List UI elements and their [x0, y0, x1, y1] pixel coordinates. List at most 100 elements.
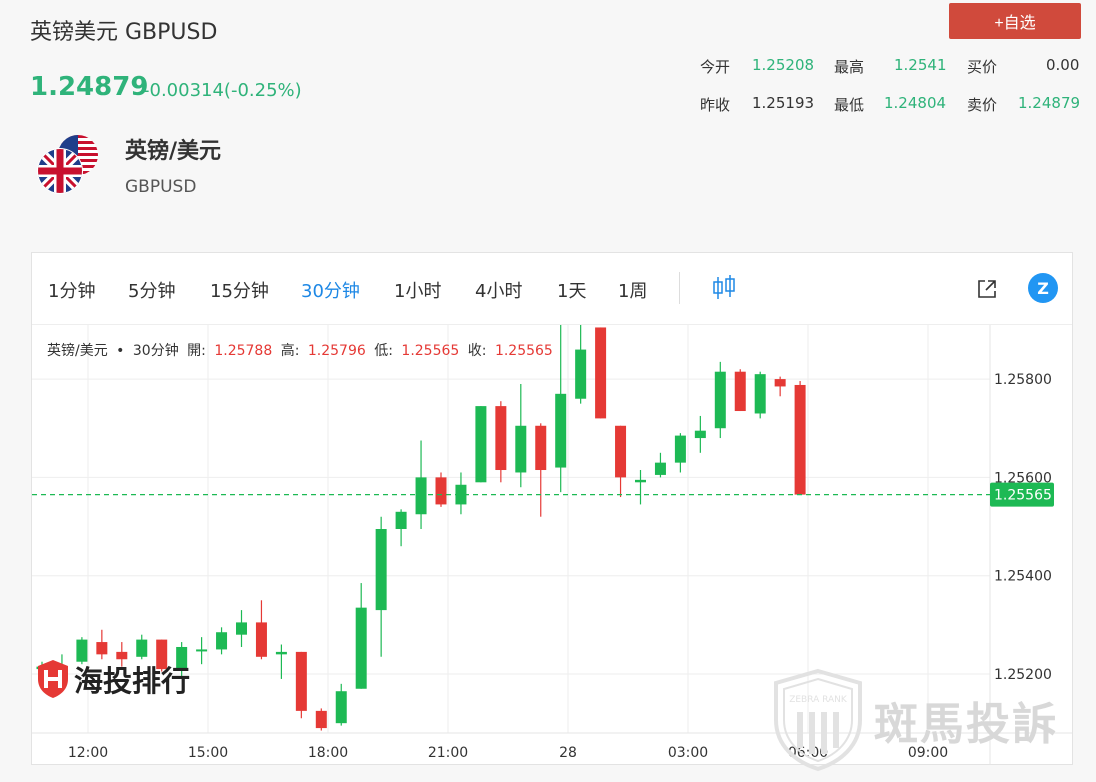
x-tick-label: 09:00: [908, 745, 948, 761]
candle-body: [315, 710, 327, 729]
bid-label: 买价: [967, 58, 998, 76]
candle-body: [275, 651, 287, 655]
tab-5min[interactable]: 5分钟: [128, 281, 176, 302]
x-tick-label: 18:00: [308, 745, 348, 761]
shield-logo-icon: [38, 660, 68, 698]
y-tick-label: 1.25600: [994, 470, 1052, 486]
candle-body: [375, 529, 387, 611]
y-tick-label: 1.25400: [994, 569, 1052, 585]
candle-body: [76, 639, 88, 662]
y-tick-label: 1.25200: [994, 667, 1052, 683]
tab-1hour[interactable]: 1小时: [394, 281, 442, 302]
candle-body: [116, 651, 128, 660]
candle-body: [96, 642, 108, 655]
toolbar-divider: [679, 272, 680, 304]
candle-body: [674, 435, 686, 463]
y-tick-label: 1.25800: [994, 372, 1052, 388]
chart-legend: 英镑/美元 • 30分钟 開: 1.25788 高: 1.25796 低: 1.…: [47, 340, 557, 360]
prev-close-label: 昨收: [700, 96, 731, 114]
gbp-usd-flag-icon: [37, 135, 98, 194]
pair-name: 英镑/美元: [125, 139, 222, 164]
legend-interval: 30分钟: [132, 343, 179, 359]
open-label: 今开: [700, 58, 731, 76]
ask-label: 卖价: [967, 96, 998, 114]
legend-open-label: 開:: [187, 343, 206, 359]
candlestick-type-icon[interactable]: [712, 275, 736, 301]
candle-body: [714, 371, 726, 429]
candle-body: [654, 462, 666, 475]
candle-body: [555, 393, 567, 468]
candle-body: [794, 384, 806, 495]
low-value: 1.24804: [884, 94, 947, 112]
bid-value: 0.00: [1046, 56, 1080, 74]
haitou-watermark: 海投排行: [36, 658, 190, 700]
zebra-badge-text: ZEBRA RANK: [789, 695, 848, 705]
high-label: 最高: [834, 58, 865, 76]
x-tick-label: 03:00: [668, 745, 708, 761]
add-watchlist-button[interactable]: +自选: [949, 3, 1081, 39]
candle-body: [694, 430, 706, 439]
open-value: 1.25208: [752, 56, 815, 74]
candle-body: [295, 651, 307, 711]
legend-open-value: 1.25788: [214, 343, 273, 359]
zebra-shield-icon: ZEBRA RANK: [774, 668, 862, 772]
watermark-text: 海投排行: [74, 664, 191, 698]
candlestick-chart[interactable]: 12:00 15:00 18:00 21:00 28 03:00 06:00 09:001.2…: [32, 325, 1072, 765]
page-title: 英镑美元 GBPUSD: [30, 20, 218, 45]
interval-toolbar: 1分钟 5分钟 15分钟 30分钟 1小时 4小时 1天 1周 Z: [32, 253, 1072, 325]
candle-body: [734, 371, 746, 412]
legend-close-value: 1.25565: [494, 343, 553, 359]
legend-high-label: 高:: [280, 343, 300, 359]
high-value: 1.2541: [894, 56, 947, 74]
last-price-tag-label: 1.25565: [994, 488, 1052, 504]
candle-body: [176, 646, 188, 670]
candle-body: [575, 349, 587, 399]
last-price-tag: [990, 482, 1054, 507]
pair-code: GBPUSD: [125, 177, 197, 197]
candle-body: [395, 511, 407, 529]
candle-body: [415, 477, 427, 515]
price-change: -0.00314(-0.25%): [143, 80, 302, 101]
candle-body: [455, 484, 467, 505]
legend-low-label: 低:: [374, 343, 393, 359]
candle-body: [255, 622, 267, 657]
candle-body: [635, 479, 646, 483]
candle-body: [515, 425, 527, 473]
ask-value: 1.24879: [1018, 94, 1081, 112]
tab-1min[interactable]: 1分钟: [48, 281, 96, 302]
x-tick-label: 21:00: [428, 745, 468, 761]
candle-body: [535, 425, 547, 471]
x-tick-label: 12:00: [68, 745, 108, 761]
brand-z-icon[interactable]: Z: [1028, 273, 1058, 303]
candle-body: [435, 477, 447, 505]
candle-body: [156, 639, 168, 670]
tab-15min[interactable]: 15分钟: [210, 281, 269, 302]
tab-30min[interactable]: 30分钟: [301, 281, 360, 302]
candle-body: [236, 622, 247, 635]
candle-body: [615, 425, 627, 478]
tab-1week[interactable]: 1周: [618, 281, 648, 302]
candle-body: [335, 691, 347, 724]
legend-symbol: 英镑/美元: [47, 343, 108, 359]
x-tick-label: 28: [559, 745, 577, 761]
candle-body: [475, 406, 487, 483]
candle-body: [355, 607, 367, 689]
zebra-rank-logo: ZEBRA RANK 斑馬投訴: [772, 668, 1058, 772]
popout-icon[interactable]: [976, 278, 998, 300]
legend-close-label: 收:: [467, 343, 487, 359]
legend-dot: •: [116, 343, 125, 359]
candle-body: [754, 374, 766, 414]
candle-body: [595, 327, 607, 419]
chart-card: 1分钟 5分钟 15分钟 30分钟 1小时 4小时 1天 1周 Z 12:00 1…: [31, 252, 1073, 772]
candle-body: [216, 632, 228, 650]
candle-body: [495, 406, 507, 471]
low-label: 最低: [834, 96, 865, 114]
candle-body: [196, 649, 208, 652]
tab-4hour[interactable]: 4小时: [475, 281, 523, 302]
zebra-logo-text: 斑馬投訴: [874, 699, 1058, 750]
prev-close-value: 1.25193: [752, 94, 815, 112]
legend-low-value: 1.25565: [401, 343, 460, 359]
tab-1day[interactable]: 1天: [557, 281, 587, 302]
candle-body: [774, 379, 786, 387]
last-price: 1.24879: [30, 72, 149, 102]
